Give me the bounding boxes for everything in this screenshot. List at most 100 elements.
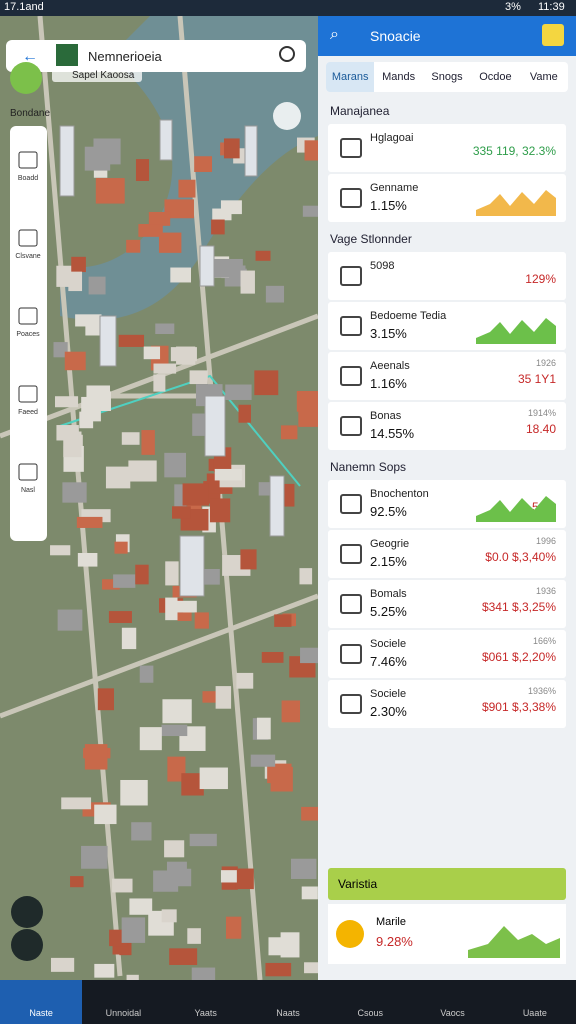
building <box>178 179 196 198</box>
row-icon <box>340 138 362 158</box>
card: Marile 9.28% <box>328 904 566 964</box>
tower <box>159 119 173 161</box>
compass[interactable] <box>273 102 301 130</box>
building <box>56 425 79 441</box>
nav-item[interactable]: Csous <box>357 1008 384 1018</box>
tab[interactable]: Marans <box>326 62 375 92</box>
panel-search[interactable]: ⌕ <box>330 26 339 43</box>
building <box>93 167 108 178</box>
tower <box>59 125 75 197</box>
list-row[interactable]: Hglagoai 335 119, 32.3% <box>328 124 566 172</box>
building <box>240 549 257 570</box>
building <box>300 647 318 664</box>
tool-icon[interactable] <box>18 463 38 481</box>
list-row[interactable]: Geogrie 2.15% 1996 $0.0 $,3,40% <box>328 530 566 578</box>
search-query[interactable]: Nemnerioeia <box>88 49 162 64</box>
list-row[interactable]: Bedoeme Tedia 3.15% <box>328 302 566 350</box>
building <box>102 579 120 590</box>
tower <box>244 125 258 177</box>
tower <box>269 475 285 537</box>
row-stat: $061 $,2,20% <box>481 650 556 664</box>
building <box>301 886 318 900</box>
building <box>61 797 92 810</box>
building <box>225 916 242 939</box>
tool-icon[interactable] <box>18 229 38 247</box>
building <box>212 208 232 221</box>
panel-badge[interactable] <box>542 24 564 46</box>
list-row[interactable]: Sociele 2.30% 1936% $901 $,3,38% <box>328 680 566 728</box>
tab[interactable]: Snogs <box>431 71 463 83</box>
nav-item[interactable]: Naats <box>276 1008 300 1018</box>
building <box>170 347 197 362</box>
tab[interactable]: Ocdoe <box>479 71 512 83</box>
building <box>170 267 192 283</box>
nav-item[interactable]: Vaocs <box>440 1008 465 1018</box>
list-row[interactable]: 5098 129% <box>328 252 566 300</box>
row-note: 1996 <box>535 536 556 546</box>
tool-label: Nasl <box>21 487 35 494</box>
status-bar: 17.1and 3% 11:39 <box>0 0 576 16</box>
buildings <box>50 119 318 980</box>
building <box>113 574 136 588</box>
nav-item[interactable]: Uaate <box>522 1008 547 1018</box>
back-button[interactable]: ← <box>22 48 38 65</box>
section-title: Nanemn Sops <box>330 460 407 474</box>
tool-icon[interactable] <box>18 385 38 403</box>
building <box>299 568 313 585</box>
list-row[interactable]: Bomals 5.25% 1936 $341 $,3,25% <box>328 580 566 628</box>
row-stat: 18.40 <box>525 422 556 436</box>
building <box>238 404 251 423</box>
building <box>169 948 198 965</box>
nav-item[interactable]: Naste <box>0 980 83 1024</box>
tab[interactable]: Mands <box>382 71 416 83</box>
building <box>164 199 194 219</box>
building <box>290 858 317 879</box>
toolbar <box>10 126 47 541</box>
nav-item[interactable]: Yaats <box>194 1008 217 1018</box>
building <box>128 460 157 482</box>
row-name: Bnochenton <box>370 488 429 500</box>
building <box>141 430 155 455</box>
row-name: Geogrie <box>370 538 410 550</box>
list-row[interactable]: Bonas 14.55% 1914% 18.40 <box>328 402 566 450</box>
card-icon <box>336 920 364 948</box>
toolbar-items: Boadd Clsvane Poaces Faeed Nasl <box>15 151 41 494</box>
building <box>70 876 84 888</box>
building <box>84 744 108 770</box>
building <box>165 561 179 586</box>
map-button[interactable] <box>11 896 43 928</box>
row-icon <box>340 416 362 436</box>
sparkline <box>476 190 556 216</box>
row-value: 14.55% <box>370 426 415 441</box>
tool-icon[interactable] <box>18 307 38 325</box>
row-note: 166% <box>532 636 556 646</box>
map[interactable]: ← Nemnerioeia Sapel Kaoosa Bondane Boadd… <box>0 16 318 980</box>
building <box>301 806 318 821</box>
map-section: Bondane <box>10 108 50 119</box>
building <box>50 545 71 556</box>
building <box>158 232 182 253</box>
row-stat: $341 $,3,25% <box>481 600 556 614</box>
building <box>258 482 273 496</box>
row-name: Aeenals <box>370 360 410 372</box>
river <box>60 16 318 320</box>
list-row[interactable]: Sociele 7.46% 166% $061 $,2,20% <box>328 630 566 678</box>
building <box>225 384 252 400</box>
search-icon[interactable] <box>279 46 295 62</box>
panel-header: ⌕ Snoacie <box>318 16 576 56</box>
building <box>148 211 171 226</box>
tool-icon[interactable] <box>18 151 38 169</box>
location-button[interactable] <box>10 62 42 94</box>
list-row[interactable]: Aeenals 1.16% 1926 35 1Y1 <box>328 352 566 400</box>
row-stat: 129% <box>525 272 556 286</box>
tab[interactable]: Vame <box>529 71 558 83</box>
tool-label: Boadd <box>18 175 38 182</box>
nav-item[interactable]: Unnoidal <box>105 1008 142 1018</box>
map-button[interactable] <box>11 929 43 961</box>
building <box>131 822 152 841</box>
building <box>236 672 254 689</box>
search-bar[interactable] <box>6 40 306 72</box>
